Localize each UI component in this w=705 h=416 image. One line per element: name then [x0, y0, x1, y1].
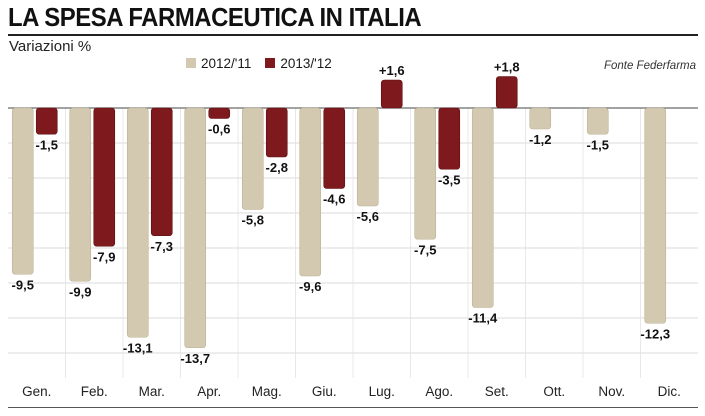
- title-rule: [8, 34, 698, 36]
- bar-2013-ago: [438, 107, 461, 170]
- data-label: -3,5: [438, 172, 460, 187]
- bar-2012-gen: [11, 107, 34, 275]
- legend-item-2012: 2012/'11: [186, 56, 251, 71]
- bar-2012-lug: [356, 107, 379, 207]
- bar-2013-apr: [208, 107, 231, 119]
- bar-2012-mag: [241, 107, 264, 210]
- legend-swatch-2013: [265, 58, 276, 68]
- bottom-rule: [8, 407, 698, 408]
- x-tick-label: Mar.: [139, 384, 165, 399]
- bar-2013-mag: [265, 107, 288, 158]
- data-label: -7,5: [414, 242, 436, 257]
- x-tick-label: Lug.: [369, 384, 395, 399]
- data-label: -12,3: [640, 326, 670, 341]
- bar-2013-feb: [93, 107, 116, 247]
- data-label: -7,3: [151, 239, 173, 254]
- bar-2013-mar: [150, 107, 173, 237]
- data-label: -2,8: [266, 160, 288, 175]
- x-tick-label: Gen.: [22, 384, 51, 399]
- x-tick-label: Dic.: [658, 384, 681, 399]
- bar-2012-ago: [414, 107, 437, 240]
- plot-top-area: [8, 74, 698, 108]
- legend-label-2012: 2012/'11: [201, 55, 252, 71]
- legend-item-2013: 2013/'12: [265, 55, 332, 71]
- bar-2013-set: [495, 76, 518, 109]
- data-label: -7,9: [93, 249, 115, 264]
- bar-2012-nov: [586, 107, 609, 135]
- bar-2012-ott: [529, 107, 552, 130]
- data-label: -13,7: [180, 351, 210, 366]
- data-label: -4,6: [323, 192, 345, 207]
- x-tick-label: Ott.: [543, 384, 565, 399]
- data-label: -13,1: [123, 340, 153, 355]
- bar-2012-feb: [69, 107, 92, 282]
- data-label: -1,5: [36, 137, 58, 152]
- bar-2013-lug: [380, 79, 403, 109]
- bar-2012-apr: [184, 107, 207, 349]
- data-label: +1,6: [379, 63, 405, 78]
- legend-swatch-2012: [186, 58, 196, 68]
- x-tick-label: Apr.: [197, 384, 221, 399]
- data-label: -9,6: [299, 279, 321, 294]
- bar-2013-giu: [323, 107, 346, 189]
- x-tick-label: Nov.: [598, 384, 625, 399]
- data-label: -1,5: [587, 137, 609, 152]
- x-tick-label: Giu.: [312, 384, 337, 399]
- data-label: -0,6: [208, 122, 230, 137]
- data-label: -1,2: [529, 132, 551, 147]
- data-label: +1,8: [494, 60, 520, 75]
- bar-2012-mar: [126, 107, 149, 338]
- legend-label-2013: 2013/'12: [280, 55, 332, 71]
- bar-2012-dic: [644, 107, 667, 324]
- data-label: -5,8: [242, 213, 264, 228]
- legend: 2012/'11 2013/'12: [186, 55, 340, 71]
- chart-title: LA SPESA FARMACEUTICA IN ITALIA: [8, 2, 422, 32]
- data-label: -9,5: [12, 277, 34, 292]
- source-note: Fonte Federfarma: [603, 60, 696, 72]
- bar-2012-set: [471, 107, 494, 308]
- x-tick-label: Ago.: [425, 384, 453, 399]
- bar-2013-gen: [35, 107, 58, 135]
- data-label: -5,6: [357, 209, 379, 224]
- data-label: -11,4: [468, 311, 498, 326]
- data-label: -9,9: [69, 284, 91, 299]
- chart-subtitle: Variazioni %: [9, 38, 92, 55]
- x-tick-label: Set.: [485, 384, 509, 399]
- bar-2012-giu: [299, 107, 322, 277]
- x-tick-label: Mag.: [252, 384, 282, 399]
- x-tick-label: Feb.: [81, 384, 108, 399]
